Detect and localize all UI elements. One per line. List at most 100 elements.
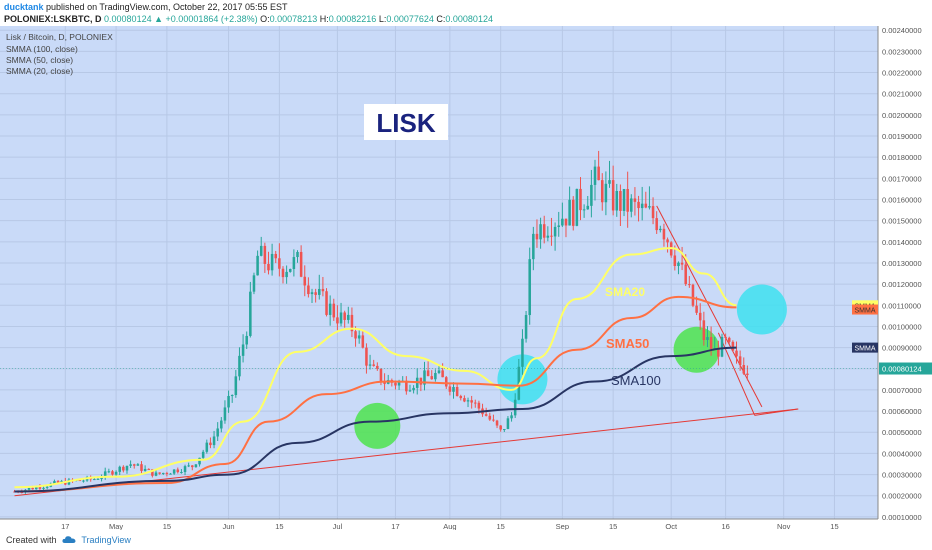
candle-body: [107, 471, 111, 473]
green-highlight-circle: [354, 402, 401, 449]
candle-body: [441, 370, 444, 378]
candle-body: [597, 166, 600, 181]
x-axis[interactable]: 17 May 15 Jun 15 Jul 17 Aug 15 Sep 15 Oct 16 Nov 15: [0, 518, 878, 530]
candle-body: [147, 468, 151, 470]
x-tick-label: 17: [61, 522, 69, 530]
candle-body: [633, 198, 637, 202]
published-text: published on TradingView.com, October 22…: [46, 2, 288, 12]
legend-study-smma50[interactable]: SMMA (50, close): [6, 55, 73, 65]
candle-body: [695, 305, 698, 313]
candle-body: [129, 464, 132, 466]
candle-body: [655, 218, 658, 231]
high-value: 0.00082216: [328, 14, 377, 24]
candle-body: [154, 472, 158, 476]
legend-study-smma20[interactable]: SMMA (20, close): [6, 66, 73, 76]
y-tick-label: 0.00130000: [882, 259, 922, 268]
candle-body: [640, 203, 644, 209]
y-tick-label: 0.00240000: [882, 26, 922, 35]
y-tick-label: 0.00230000: [882, 47, 922, 56]
candle-body: [423, 370, 426, 385]
candle-body: [539, 224, 542, 240]
candle-body: [263, 245, 267, 264]
x-tick-label: Aug: [443, 522, 456, 530]
x-tick-label: 15: [830, 522, 838, 530]
candle-body: [35, 486, 38, 490]
candle-body: [347, 314, 350, 320]
candle-body: [176, 469, 180, 473]
candle-body: [56, 481, 60, 483]
candle-body: [321, 288, 325, 292]
publish-line: ducktank published on TradingView.com, O…: [4, 1, 928, 13]
legend-study-smma100[interactable]: SMMA (100, close): [6, 44, 78, 54]
candle-body: [357, 335, 361, 339]
candle-body: [590, 184, 593, 206]
candle-body: [434, 372, 437, 380]
price-chart[interactable]: Lisk / Bitcoin, D, POLONIEX SMMA (100, c…: [0, 26, 932, 530]
y-tick-label: 0.00210000: [882, 90, 922, 99]
author-link[interactable]: ducktank: [4, 2, 44, 12]
y-tick-label: 0.00200000: [882, 111, 922, 120]
x-tick-label: Oct: [665, 522, 678, 530]
candle-body: [376, 365, 379, 369]
candle-body: [161, 472, 165, 474]
candle-body: [688, 284, 691, 286]
grid: [0, 26, 878, 519]
candle-body: [637, 201, 640, 209]
x-tick-label: 16: [721, 522, 729, 530]
candle-body: [452, 386, 455, 392]
candle-body: [325, 291, 328, 315]
candle-body: [82, 480, 85, 482]
candle-body: [336, 317, 339, 324]
cyan-highlight-circle: [736, 284, 787, 335]
tradingview-brand[interactable]: TradingView: [81, 535, 131, 545]
y-axis[interactable]: 0.00010000 0.00020000 0.00030000 0.00040000…: [877, 26, 922, 522]
candle-body: [143, 468, 147, 471]
candle-body: [579, 188, 582, 211]
candle-body: [532, 233, 535, 260]
ohlc-line: POLONIEX:LSKBTC, D 0.00080124 ▲ +0.00001…: [4, 13, 928, 25]
candle-body: [216, 428, 219, 437]
candle-body: [622, 189, 626, 211]
candle-body: [212, 436, 216, 446]
candle-body: [354, 331, 357, 339]
candle-body: [310, 292, 314, 295]
y-tick-label: 0.00040000: [882, 449, 922, 458]
candle-body: [419, 377, 423, 385]
candle-body: [31, 487, 34, 490]
highlight-circles: [354, 284, 787, 449]
candle-body: [466, 400, 470, 402]
candle-body: [430, 376, 434, 380]
tradingview-cloud-icon: [62, 536, 76, 543]
candle-body: [111, 471, 114, 475]
created-with-text: Created with: [6, 535, 57, 545]
candle-body: [666, 239, 669, 243]
candle-body: [183, 466, 187, 473]
candle-body: [383, 382, 386, 384]
candle-body: [288, 269, 292, 272]
sma100-label: SMA100: [611, 373, 661, 388]
chart-header: ducktank published on TradingView.com, O…: [0, 0, 932, 26]
candle-body: [205, 442, 209, 452]
candle-body: [245, 335, 248, 345]
candle-body: [691, 284, 695, 306]
candle-body: [503, 429, 506, 431]
candle-body: [307, 285, 310, 295]
candle-body: [187, 465, 190, 467]
candle-body: [20, 491, 24, 493]
candle-body: [267, 263, 270, 271]
candle-body: [426, 370, 430, 377]
candle-body: [100, 477, 103, 479]
y-tick-label: 0.00160000: [882, 196, 922, 205]
candle-body: [343, 312, 346, 320]
up-arrow-icon: ▲: [154, 14, 164, 24]
candle-body: [738, 356, 742, 366]
smma-badge-label: SMMA: [855, 308, 876, 315]
candle-body: [93, 479, 96, 481]
candle-body: [546, 235, 550, 238]
y-tick-label: 0.00220000: [882, 69, 922, 78]
candle-body: [303, 276, 307, 286]
low-label: L:: [378, 14, 387, 24]
candle-body: [477, 402, 481, 409]
smma-badge: [852, 342, 878, 353]
candle-body: [191, 465, 194, 468]
